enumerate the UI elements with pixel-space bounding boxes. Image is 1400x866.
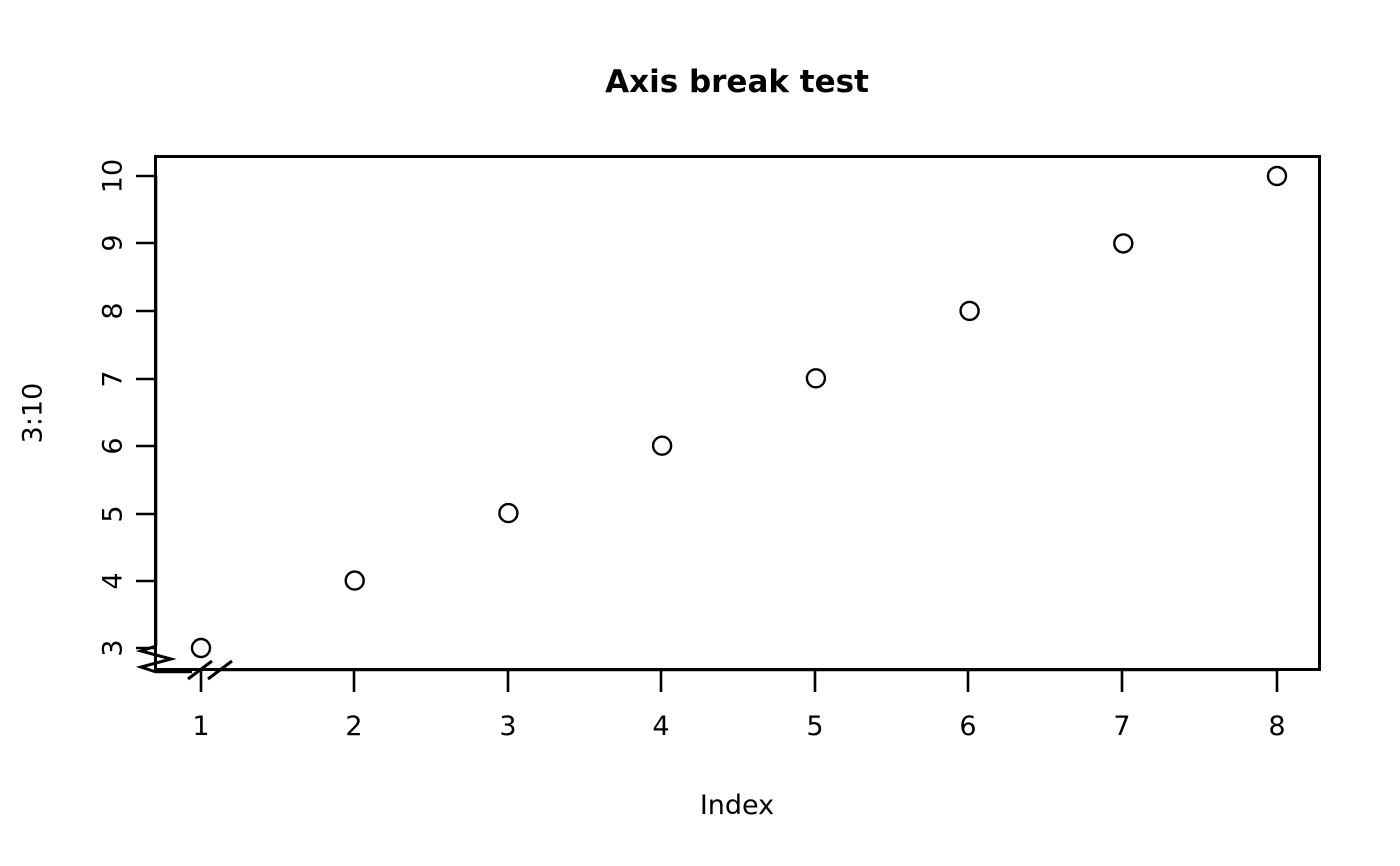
y-tick-label: 5 <box>98 505 129 522</box>
data-point <box>344 570 365 591</box>
x-axis-ticks <box>199 670 1279 692</box>
plot-box-border <box>154 155 1321 671</box>
x-tick-label: 4 <box>652 711 669 742</box>
data-point <box>1266 165 1288 187</box>
x-tick-label: 5 <box>806 711 823 742</box>
data-point <box>805 368 827 389</box>
x-axis-tick-labels: 1 2 3 4 5 6 7 8 <box>192 711 1285 742</box>
x-axis-title: Index <box>700 790 774 821</box>
data-point <box>651 435 673 456</box>
data-point-series <box>190 165 1288 659</box>
y-tick-label: 8 <box>98 302 129 319</box>
y-axis-break-zigzag <box>135 644 177 674</box>
data-point <box>190 637 212 659</box>
page-title: Axis break test <box>605 64 869 100</box>
x-tick-label: 2 <box>345 711 362 742</box>
y-tick-label: 9 <box>98 234 129 251</box>
data-point <box>959 300 980 322</box>
y-axis-ticks <box>136 174 156 650</box>
y-axis-tick-labels: 10 9 8 7 6 5 4 3 <box>98 159 129 657</box>
y-tick-label: 4 <box>98 572 129 589</box>
y-tick-label: 6 <box>98 437 129 454</box>
x-tick-label: 1 <box>192 711 209 742</box>
data-point <box>1113 233 1134 254</box>
y-tick-label: 3 <box>98 639 129 656</box>
x-tick-label: 8 <box>1268 711 1285 742</box>
data-point <box>498 502 519 524</box>
x-tick-label: 6 <box>959 711 976 742</box>
x-tick-label: 7 <box>1113 711 1130 742</box>
y-axis-title: 3:10 <box>18 383 49 444</box>
y-tick-label: 10 <box>98 159 129 193</box>
y-tick-label: 7 <box>98 370 129 387</box>
x-tick-label: 3 <box>499 711 516 742</box>
